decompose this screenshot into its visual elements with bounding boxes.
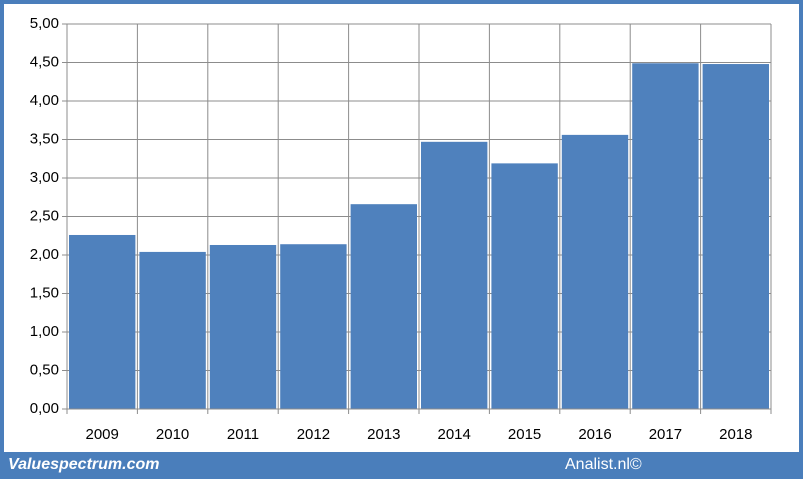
y-tick-label: 3,50 [30,130,59,147]
y-tick-label: 2,50 [30,207,59,224]
y-tick-label: 0,50 [30,361,59,378]
y-tick-label: 4,00 [30,92,59,109]
x-tick-label: 2015 [508,426,541,443]
bar [702,64,769,409]
y-tick-label: 1,00 [30,323,59,340]
y-tick-label: 3,00 [30,169,59,186]
y-tick-label: 1,50 [30,284,59,301]
x-tick-label: 2017 [649,426,682,443]
x-tick-label: 2014 [438,426,471,443]
bar [69,234,136,409]
bar [280,244,347,409]
x-tick-label: 2018 [719,426,752,443]
y-tick-label: 4,50 [30,53,59,70]
bar [350,204,417,409]
y-tick-label: 2,00 [30,246,59,263]
y-tick-label: 0,00 [30,400,59,417]
x-tick-label: 2011 [227,426,259,443]
bar [491,163,558,409]
bar [421,141,488,409]
bar [139,251,206,409]
x-tick-label: 2016 [578,426,611,443]
bar [561,134,629,409]
x-tick-label: 2009 [86,426,119,443]
y-tick-label: 5,00 [30,15,59,32]
bar [632,63,699,410]
x-tick-label: 2013 [367,426,400,443]
x-tick-label: 2010 [156,426,189,443]
x-tick-label: 2012 [297,426,330,443]
footer-left: Valuespectrum.com [8,456,159,473]
bar [209,244,277,409]
footer-right: Analist.nl© [565,456,642,473]
